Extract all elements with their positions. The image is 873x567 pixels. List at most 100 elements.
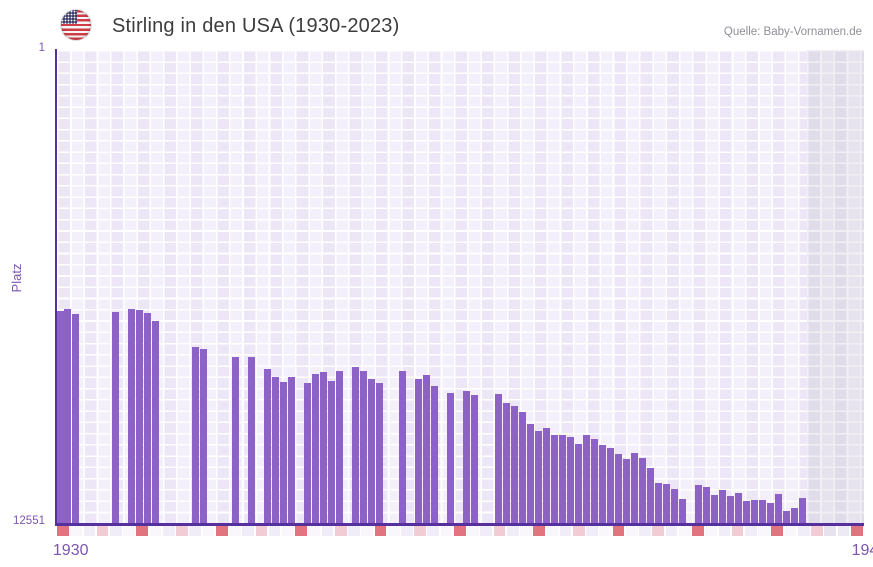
ruler-cell — [678, 526, 691, 536]
bar-2021[interactable] — [782, 511, 790, 523]
bar-1976[interactable] — [423, 375, 431, 523]
bar-1975[interactable] — [415, 379, 423, 523]
ruler-cell — [109, 526, 122, 536]
ruler-cell — [480, 526, 493, 536]
bar-2013[interactable] — [718, 490, 726, 523]
ruler-cell — [162, 526, 175, 536]
bar-1964[interactable] — [327, 381, 335, 523]
bar-1979[interactable] — [447, 393, 455, 523]
ruler-decade-cell — [612, 526, 625, 536]
bar-2007[interactable] — [671, 489, 678, 523]
bar-1998[interactable] — [599, 445, 607, 523]
ruler-cell — [573, 526, 585, 536]
source-credit[interactable]: Quelle: Baby-Vornamen.de — [723, 26, 862, 38]
bar-2005[interactable] — [655, 482, 662, 523]
bar-1958[interactable] — [279, 382, 287, 523]
bar-1992[interactable] — [551, 435, 559, 523]
bar-2006[interactable] — [663, 484, 670, 523]
bar-1940[interactable] — [135, 309, 143, 523]
bar-1990[interactable] — [535, 431, 543, 523]
ruler-cell — [745, 526, 757, 536]
bar-2019[interactable] — [766, 503, 774, 523]
bar-1948[interactable] — [199, 349, 207, 523]
bar-1932[interactable] — [72, 314, 79, 523]
bar-2000[interactable] — [615, 454, 623, 523]
bar-1982[interactable] — [471, 395, 479, 523]
bar-1989[interactable] — [527, 424, 535, 523]
bar-1939[interactable] — [127, 309, 135, 523]
bar-1996[interactable] — [583, 435, 591, 523]
bar-1986[interactable] — [503, 403, 511, 523]
ruler-cell — [96, 526, 109, 536]
bar-2002[interactable] — [631, 453, 638, 523]
bar-1957[interactable] — [271, 377, 279, 523]
y-tick-rank-max: 12551 — [13, 515, 45, 527]
bar-1973[interactable] — [399, 371, 407, 523]
bar-2016[interactable] — [742, 501, 750, 523]
bar-2014[interactable] — [726, 496, 734, 523]
bar-1969[interactable] — [367, 379, 375, 523]
ruler-cell — [784, 526, 797, 536]
bar-1947[interactable] — [191, 347, 199, 523]
ruler-cell — [255, 526, 268, 536]
bar-1991[interactable] — [543, 428, 551, 523]
ruler-cell — [652, 526, 665, 536]
bar-2010[interactable] — [694, 485, 702, 523]
bar-1987[interactable] — [511, 406, 519, 523]
bar-1997[interactable] — [591, 439, 599, 523]
bar-1995[interactable] — [575, 444, 583, 523]
bar-1985[interactable] — [495, 394, 503, 523]
bar-1970[interactable] — [375, 383, 383, 523]
bar-1941[interactable] — [143, 313, 151, 523]
bar-2001[interactable] — [623, 458, 631, 523]
bar-1977[interactable] — [431, 386, 439, 523]
bar-1993[interactable] — [559, 435, 567, 523]
bar-1956[interactable] — [263, 369, 271, 523]
bar-1930[interactable] — [57, 311, 64, 523]
bar-2011[interactable] — [702, 487, 710, 523]
bar-2008[interactable] — [679, 499, 686, 523]
ruler-cell — [70, 526, 82, 536]
bar-1967[interactable] — [351, 367, 359, 523]
bar-2015[interactable] — [734, 493, 742, 523]
bar-1937[interactable] — [111, 312, 119, 523]
bar-1965[interactable] — [335, 371, 343, 523]
bar-1952[interactable] — [231, 357, 239, 523]
bar-1999[interactable] — [607, 448, 615, 523]
bar-2018[interactable] — [758, 500, 766, 523]
bar-1962[interactable] — [311, 374, 319, 523]
bar-1994[interactable] — [567, 437, 575, 523]
bar-2017[interactable] — [750, 500, 758, 523]
bar-1968[interactable] — [359, 371, 367, 523]
bar-2020[interactable] — [774, 494, 782, 523]
ruler-cell — [625, 526, 638, 536]
ruler-decade-cell — [453, 526, 466, 536]
bar-1981[interactable] — [463, 391, 471, 523]
ruler-cell — [797, 526, 810, 536]
ruler-cell — [268, 526, 281, 536]
x-tick-1940: 1940 — [851, 542, 873, 559]
bar-2004[interactable] — [647, 468, 654, 523]
ruler-cell — [242, 526, 254, 536]
bar-2003[interactable] — [639, 458, 646, 523]
bar-1988[interactable] — [519, 412, 527, 523]
ruler-cell — [506, 526, 519, 536]
bar-1942[interactable] — [151, 320, 159, 523]
ruler-cell — [308, 526, 321, 536]
bar-2022[interactable] — [790, 508, 798, 523]
bar-1961[interactable] — [303, 383, 311, 523]
x-tick-1930: 1930 — [52, 542, 89, 559]
bar-1959[interactable] — [287, 377, 295, 523]
ruler-decade-cell — [215, 526, 228, 536]
ruler-cell — [824, 526, 837, 536]
bar-2012[interactable] — [710, 495, 718, 523]
bar-1954[interactable] — [247, 357, 255, 523]
bar-1963[interactable] — [319, 372, 327, 523]
bar-2023[interactable] — [798, 498, 806, 523]
ruler-cell — [427, 526, 440, 536]
ruler-cell — [361, 526, 374, 536]
bar-1931[interactable] — [64, 309, 71, 523]
ruler-cell — [83, 526, 96, 536]
plot-area — [57, 50, 864, 523]
